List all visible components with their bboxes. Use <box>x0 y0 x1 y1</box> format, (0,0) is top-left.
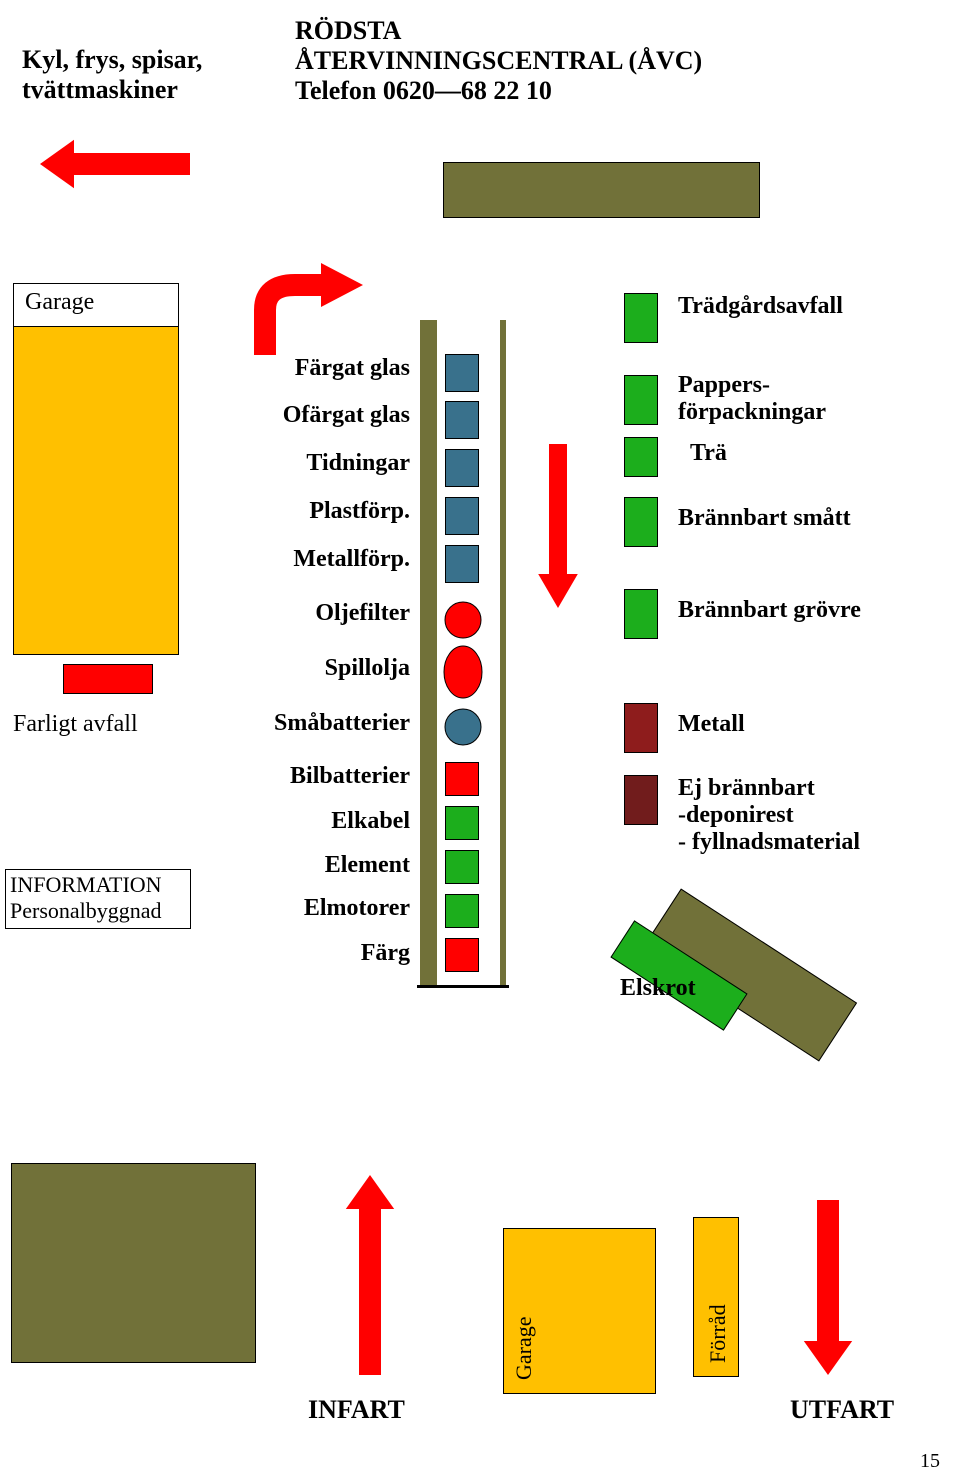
right-label-metall: Metall <box>678 711 745 738</box>
center-label-12: Färg <box>180 940 410 967</box>
info-label: INFORMATION Personalbyggnad <box>10 872 162 924</box>
diagram-stage: Kyl, frys, spisar, tvättmaskiner RÖDSTA Å… <box>0 0 960 1483</box>
center-icon-3 <box>445 497 479 535</box>
right-icon-4 <box>624 589 658 639</box>
right-icon-2 <box>624 437 658 477</box>
garage-label: Garage <box>25 289 94 316</box>
center-icon-11 <box>445 894 479 928</box>
center-icon-8 <box>445 762 479 796</box>
center-label-0: Färgat glas <box>180 355 410 382</box>
center-label-4: Metallförp. <box>180 546 410 573</box>
bottom-garage-label: Garage <box>511 1316 537 1380</box>
center-icon-6 <box>442 644 484 700</box>
arrow <box>518 404 598 648</box>
center-label-1: Ofärgat glas <box>180 402 410 429</box>
right-icon-0 <box>624 293 658 343</box>
center-label-9: Elkabel <box>180 808 410 835</box>
center-icon-0 <box>445 354 479 392</box>
header-right-title: RÖDSTA ÅTERVINNINGSCENTRAL (ÅVC) Telefon… <box>295 16 702 106</box>
center-label-10: Element <box>180 852 410 879</box>
arrow <box>0 124 230 204</box>
center-label-5: Oljefilter <box>180 600 410 627</box>
center-icon-4 <box>445 545 479 583</box>
forrad-label: Förråd <box>705 1304 731 1363</box>
right-icon-3 <box>624 497 658 547</box>
center-icon-9 <box>445 806 479 840</box>
farligt-avfall-label: Farligt avfall <box>13 711 138 738</box>
infart-label: INFART <box>308 1395 405 1425</box>
right-icon-6 <box>624 775 658 825</box>
center-label-2: Tidningar <box>180 450 410 477</box>
right-icon-5 <box>624 703 658 753</box>
utfart-label: UTFART <box>790 1395 894 1425</box>
elskrot-label: Elskrot <box>620 975 696 1002</box>
right-label-branngrovre: Brännbart grövre <box>678 597 861 624</box>
center-icon-7 <box>443 707 483 747</box>
right-label-brannsmatt: Brännbart smått <box>678 505 851 532</box>
center-icon-10 <box>445 850 479 884</box>
arrow <box>788 1160 868 1415</box>
header-left-title: Kyl, frys, spisar, tvättmaskiner <box>22 45 202 105</box>
center-icon-12 <box>445 938 479 972</box>
center-label-6: Spillolja <box>180 655 410 682</box>
page-number: 15 <box>920 1450 940 1473</box>
center-label-11: Elmotorer <box>180 895 410 922</box>
arrow <box>330 1135 410 1415</box>
right-icon-1 <box>624 375 658 425</box>
center-label-8: Bilbatterier <box>180 763 410 790</box>
center-label-7: Småbatterier <box>180 710 410 737</box>
right-label-ejbrann: Ej brännbart -deponirest - fyllnadsmater… <box>678 775 860 856</box>
center-icon-5 <box>443 600 483 640</box>
center-icon-1 <box>445 401 479 439</box>
center-label-3: Plastförp. <box>180 498 410 525</box>
right-label-tradgard: Trädgårdsavfall <box>678 293 843 320</box>
center-icon-2 <box>445 449 479 487</box>
right-label-tra: Trä <box>690 440 727 467</box>
right-label-pappers: Pappers- förpackningar <box>678 372 826 426</box>
